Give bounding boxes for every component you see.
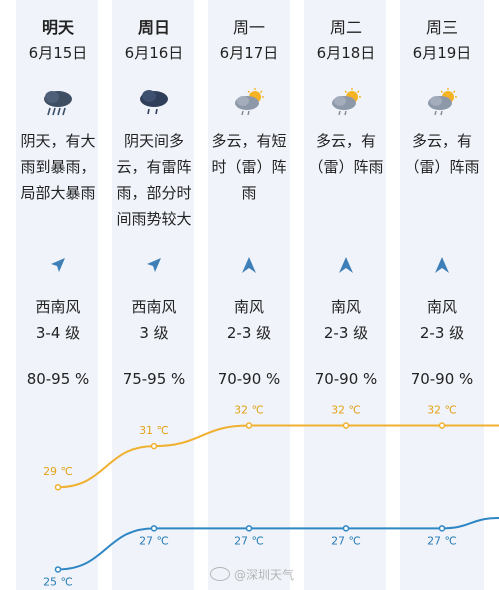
forecast-description-line: 多云，有 (411, 132, 472, 150)
forecast-description-line: 阴天，有大 (20, 132, 96, 150)
low-temp-label: 27 ℃ (331, 534, 361, 547)
high-temp-label: 29 ℃ (43, 465, 73, 478)
south-wind-arrow-icon (337, 256, 355, 274)
wind-level-label: 2-3 级 (323, 324, 369, 342)
high-temp-label: 32 ℃ (427, 404, 457, 417)
high-temp-point (342, 422, 350, 429)
watermark: @深圳天气 (210, 566, 294, 583)
forecast-description: 阴天，有大雨到暴雨， 局部大暴雨 (8, 128, 108, 206)
date-label: 6月15日 (28, 44, 88, 62)
low-temp-point (245, 525, 253, 532)
wind-direction-label: 西南风 (131, 298, 177, 316)
humidity-label: 75-95 % (122, 370, 186, 388)
wind-direction-label: 南风 (330, 298, 361, 316)
forecast-description-line: 云，有雷阵 (116, 158, 192, 176)
low-temp-label: 25 ℃ (43, 575, 73, 588)
low-temp-point (150, 525, 158, 532)
day-label: 明天 (41, 18, 74, 37)
low-temp-point (438, 525, 446, 532)
wind-direction-label: 西南风 (35, 298, 81, 316)
low-temp-label: 27 ℃ (427, 534, 457, 547)
high-temp-point (438, 422, 446, 429)
low-temp-label: 27 ℃ (139, 534, 169, 547)
high-temp-label: 32 ℃ (234, 404, 264, 417)
forecast-description-line: 间雨势较大 (116, 210, 192, 228)
weibo-logo-icon (210, 567, 230, 581)
sun-cloud-rain-icon (231, 88, 267, 118)
sun-cloud-rain-icon (328, 88, 364, 118)
wind-direction-label: 南风 (426, 298, 457, 316)
low-temp-point (342, 525, 350, 532)
low-temp-label: 27 ℃ (234, 534, 264, 547)
wind-level-label: 2-3 级 (226, 324, 272, 342)
high-temp-point (150, 442, 158, 450)
forecast-description-line: 雨，部分时 (116, 184, 192, 202)
southwest-wind-arrow-icon (49, 256, 67, 274)
high-temp-label: 32 ℃ (331, 404, 361, 417)
forecast-description: 多云，有 （雷）阵雨 (296, 128, 396, 180)
humidity-label: 70-90 % (217, 370, 281, 388)
forecast-description-line: 雨 (241, 184, 257, 202)
wind-direction-label: 南风 (233, 298, 264, 316)
southwest-wind-arrow-icon (145, 256, 163, 274)
forecast-description-line: 局部大暴雨 (20, 184, 96, 202)
south-wind-arrow-icon (433, 256, 451, 274)
forecast-description-line: （雷）阵雨 (308, 158, 384, 176)
date-label: 6月19日 (412, 44, 472, 62)
wind-level-label: 3 级 (139, 324, 169, 342)
forecast-description-line: 雨到暴雨， (20, 158, 96, 176)
heavy-rain-cloud-icon (40, 88, 76, 118)
high-temp-line (57, 424, 499, 489)
sun-cloud-rain-icon (424, 88, 460, 118)
forecast-description-line: 阴天间多 (123, 132, 184, 150)
forecast-description-line: 多云，有 (315, 132, 376, 150)
humidity-label: 70-90 % (410, 370, 474, 388)
forecast-description: 阴天间多云，有雷阵雨，部分时间雨势较大 (104, 128, 204, 232)
forecast-description-line: （雷）阵雨 (404, 158, 480, 176)
date-label: 6月17日 (219, 44, 279, 62)
humidity-label: 80-95 % (26, 370, 90, 388)
rain-cloud-icon (136, 88, 172, 118)
humidity-label: 70-90 % (314, 370, 378, 388)
high-temp-point (245, 422, 253, 429)
forecast-description: 多云，有 （雷）阵雨 (392, 128, 492, 180)
date-label: 6月18日 (316, 44, 376, 62)
day-label: 周日 (137, 18, 170, 37)
forecast-description-line: 多云，有短 (211, 132, 287, 150)
south-wind-arrow-icon (240, 256, 258, 274)
low-temp-point (54, 566, 62, 573)
forecast-description: 多云，有短时（雷）阵雨 (199, 128, 299, 206)
wind-level-label: 2-3 级 (419, 324, 465, 342)
day-label: 周一 (232, 18, 265, 37)
day-label: 周三 (425, 18, 458, 37)
high-temp-point (54, 483, 62, 491)
wind-level-label: 3-4 级 (35, 324, 81, 342)
day-label: 周二 (329, 18, 362, 37)
high-temp-label: 31 ℃ (139, 424, 169, 437)
forecast-description-line: 时（雷）阵 (211, 158, 287, 176)
date-label: 6月16日 (124, 44, 184, 62)
